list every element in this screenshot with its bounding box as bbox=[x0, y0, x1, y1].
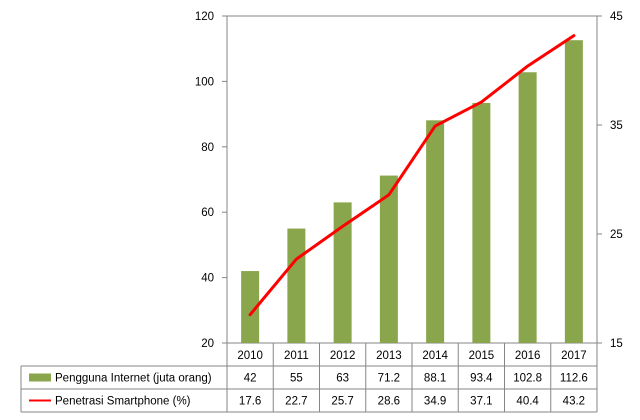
table-value-penetrasi-smartphone: 17.6 bbox=[239, 396, 261, 408]
category-label: 2010 bbox=[237, 350, 263, 362]
table-value-penetrasi-smartphone: 28.6 bbox=[378, 396, 400, 408]
legend-label-pengguna-internet: Pengguna Internet (juta orang) bbox=[55, 373, 212, 385]
table-value-penetrasi-smartphone: 37.1 bbox=[470, 396, 492, 408]
left-axis-tick-label: 100 bbox=[195, 76, 214, 88]
bar-2017 bbox=[564, 40, 583, 344]
category-label: 2015 bbox=[469, 350, 495, 362]
category-label: 2012 bbox=[330, 350, 356, 362]
plot-area: 20 40 60 80 100 120 15 25 35 45 bbox=[195, 11, 623, 350]
table-value-pengguna-internet: 55 bbox=[290, 373, 303, 385]
right-axis-tick-label: 25 bbox=[610, 229, 623, 241]
legend-label-penetrasi-smartphone: Penetrasi Smartphone (%) bbox=[55, 396, 191, 408]
table-value-pengguna-internet: 102.8 bbox=[513, 373, 542, 385]
category-label: 2011 bbox=[284, 350, 309, 362]
left-axis-tick-label: 20 bbox=[201, 338, 214, 350]
table-value-penetrasi-smartphone: 34.9 bbox=[424, 396, 446, 408]
legend-key-bar bbox=[29, 373, 51, 382]
left-axis-tick-label: 40 bbox=[201, 273, 214, 285]
bar-2010 bbox=[241, 271, 260, 343]
bar-2014 bbox=[426, 120, 445, 343]
table-value-pengguna-internet: 88.1 bbox=[424, 373, 446, 385]
left-axis-tick-label: 60 bbox=[201, 207, 214, 219]
bar-2015 bbox=[472, 102, 491, 344]
table-value-pengguna-internet: 93.4 bbox=[470, 373, 493, 385]
left-axis-tick-label: 120 bbox=[195, 11, 214, 23]
table-value-penetrasi-smartphone: 22.7 bbox=[285, 396, 307, 408]
category-label: 2016 bbox=[515, 350, 541, 362]
category-label: 2017 bbox=[561, 350, 587, 362]
category-label: 2014 bbox=[422, 350, 448, 362]
right-axis-tick-label: 45 bbox=[610, 11, 623, 23]
table-value-pengguna-internet: 63 bbox=[336, 373, 349, 385]
left-axis-tick-label: 80 bbox=[201, 142, 214, 154]
table-value-pengguna-internet: 112.6 bbox=[560, 373, 588, 385]
table-value-penetrasi-smartphone: 40.4 bbox=[516, 396, 539, 408]
table-value-pengguna-internet: 71.2 bbox=[378, 373, 400, 385]
data-table: 2010 2011 2012 2013 2014 2015 2016 2017 Pengguna… bbox=[20, 343, 598, 413]
table-value-pengguna-internet: 42 bbox=[244, 373, 257, 385]
bar-2013 bbox=[379, 175, 398, 343]
table-value-penetrasi-smartphone: 43.2 bbox=[563, 396, 585, 408]
right-axis-tick-label: 35 bbox=[610, 120, 623, 132]
table-value-penetrasi-smartphone: 25.7 bbox=[331, 396, 353, 408]
bar-2016 bbox=[518, 72, 537, 343]
plot-border bbox=[226, 15, 598, 344]
bar-2012 bbox=[333, 202, 352, 343]
right-axis-tick-label: 15 bbox=[610, 338, 623, 350]
bar-2011 bbox=[287, 228, 306, 343]
category-label: 2013 bbox=[376, 350, 402, 362]
line-penetrasi-smartphone bbox=[248, 34, 576, 317]
